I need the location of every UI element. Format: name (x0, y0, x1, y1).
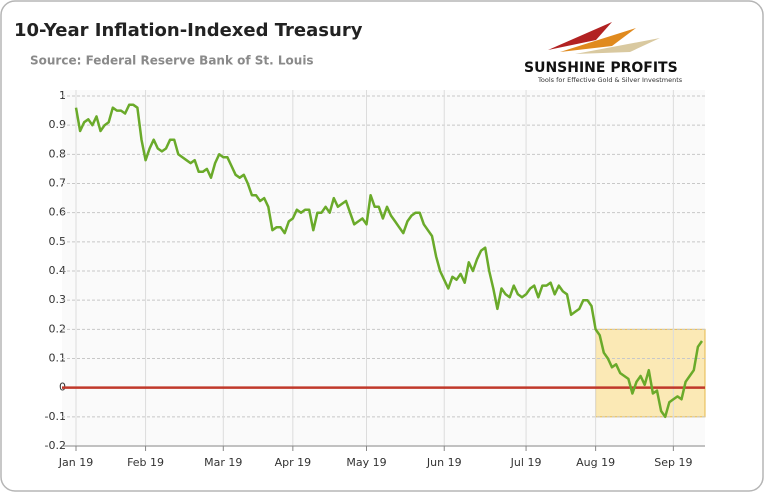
logo-tagline: Tools for Effective Gold & Silver Invest… (537, 76, 683, 84)
y-tick-label: 0.6 (49, 206, 67, 219)
y-tick-label: 0.1 (49, 352, 67, 365)
x-tick-label: Jan 19 (58, 456, 93, 469)
y-tick-label: 0.8 (49, 147, 67, 160)
y-tick-label: 0.7 (49, 177, 67, 190)
y-tick-label: -0.1 (45, 410, 66, 423)
x-tick-label: Feb 19 (127, 456, 164, 469)
chart-subtitle: Source: Federal Reserve Bank of St. Loui… (30, 54, 314, 68)
logo-ray (548, 22, 612, 50)
y-tick-label: 0.4 (49, 264, 67, 277)
y-tick-label: 0.2 (49, 322, 67, 335)
y-tick-label: 0.3 (49, 293, 67, 306)
y-tick-label: -0.2 (45, 439, 66, 452)
x-tick-label: Aug 19 (576, 456, 615, 469)
x-tick-label: Jul 19 (510, 456, 542, 469)
y-tick-label: 0.5 (49, 235, 67, 248)
logo-ray (560, 28, 636, 52)
logo: SUNSHINE PROFITS Tools for Effective Gol… (524, 22, 683, 84)
line-series (74, 103, 704, 419)
x-tick-label: Jun 19 (426, 456, 462, 469)
logo-ray (575, 38, 660, 54)
y-tick-label: 0.9 (49, 118, 67, 131)
logo-name: SUNSHINE PROFITS (524, 60, 678, 76)
x-tick-label: Sep 19 (654, 456, 692, 469)
x-tick-label: May 19 (346, 456, 386, 469)
x-tick-label: Mar 19 (204, 456, 242, 469)
chart-title: 10-Year Inflation-Indexed Treasury (14, 20, 363, 41)
x-tick-label: Apr 19 (275, 456, 312, 469)
